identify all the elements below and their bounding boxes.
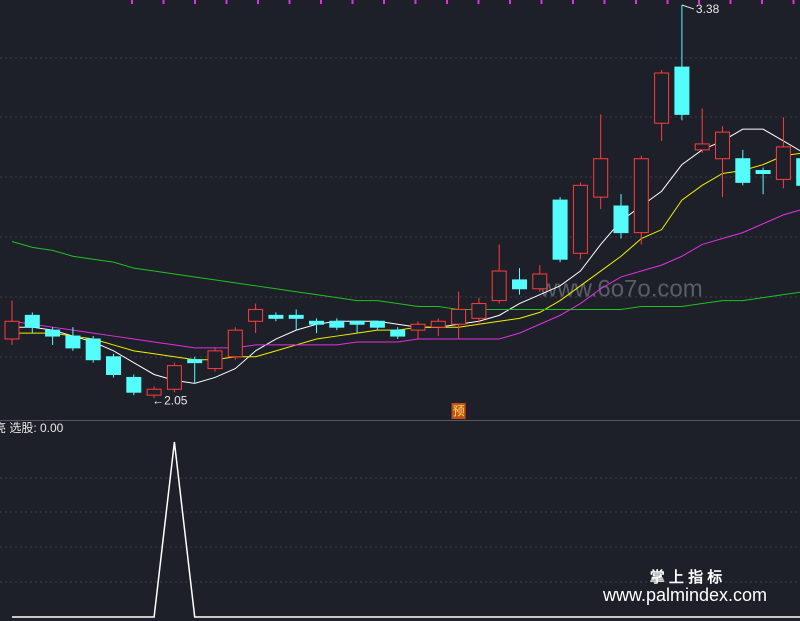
candle-body	[674, 66, 690, 115]
high-pointer	[681, 4, 695, 10]
candle-body	[552, 199, 568, 260]
candle-body	[85, 338, 101, 361]
candle-body	[24, 314, 40, 328]
candle-body	[755, 170, 771, 174]
top-tick-decor	[131, 0, 795, 4]
candle-body	[288, 314, 304, 319]
candle-body	[166, 365, 182, 390]
candle-body	[633, 158, 649, 234]
candle-body	[430, 320, 446, 328]
high-label: 3.38	[696, 2, 720, 16]
candle-body	[187, 359, 203, 364]
candle-body	[451, 308, 467, 325]
candle-body	[369, 320, 385, 328]
candle-body	[207, 350, 223, 370]
candle-body	[735, 158, 751, 183]
indicator-label: 亮 选股: 0.00	[0, 420, 64, 435]
candle-body	[349, 320, 365, 325]
candle-body	[390, 329, 406, 337]
candle-body	[248, 308, 264, 322]
candle-body	[4, 320, 20, 340]
candle-body	[65, 335, 81, 349]
moving-average	[12, 152, 800, 361]
watermark: www.6o7o.com	[539, 275, 703, 302]
candle-body	[593, 158, 609, 198]
candle-body	[410, 323, 426, 331]
candle-body	[613, 205, 629, 234]
candle-body	[227, 329, 243, 358]
moving-average	[12, 128, 800, 384]
marker: 预	[453, 404, 465, 418]
candle-body	[329, 320, 345, 328]
candle-body	[45, 329, 61, 337]
candle-body	[654, 72, 670, 124]
site: www.palmindex.com	[602, 585, 767, 605]
candle-body	[796, 158, 800, 186]
candle-body	[532, 273, 548, 290]
candle-body	[268, 314, 284, 319]
moving-average	[11, 240, 800, 310]
brand: 掌 上 指 标	[650, 568, 723, 586]
candle-body	[572, 184, 588, 254]
low-label: ←2.05	[152, 393, 188, 407]
moving-average	[11, 209, 800, 349]
candle-body	[126, 376, 142, 393]
candle-body	[491, 270, 507, 302]
candle-body	[146, 388, 162, 396]
candle-body	[694, 143, 710, 151]
candle-body	[512, 279, 527, 290]
grid-decor	[0, 57, 800, 583]
candle-body	[106, 356, 121, 375]
candle-body	[309, 320, 324, 325]
candle-body	[775, 146, 791, 180]
candle-body	[715, 131, 730, 160]
candle-body	[471, 303, 487, 319]
marker-box	[451, 403, 466, 419]
indicator-line	[12, 441, 800, 618]
